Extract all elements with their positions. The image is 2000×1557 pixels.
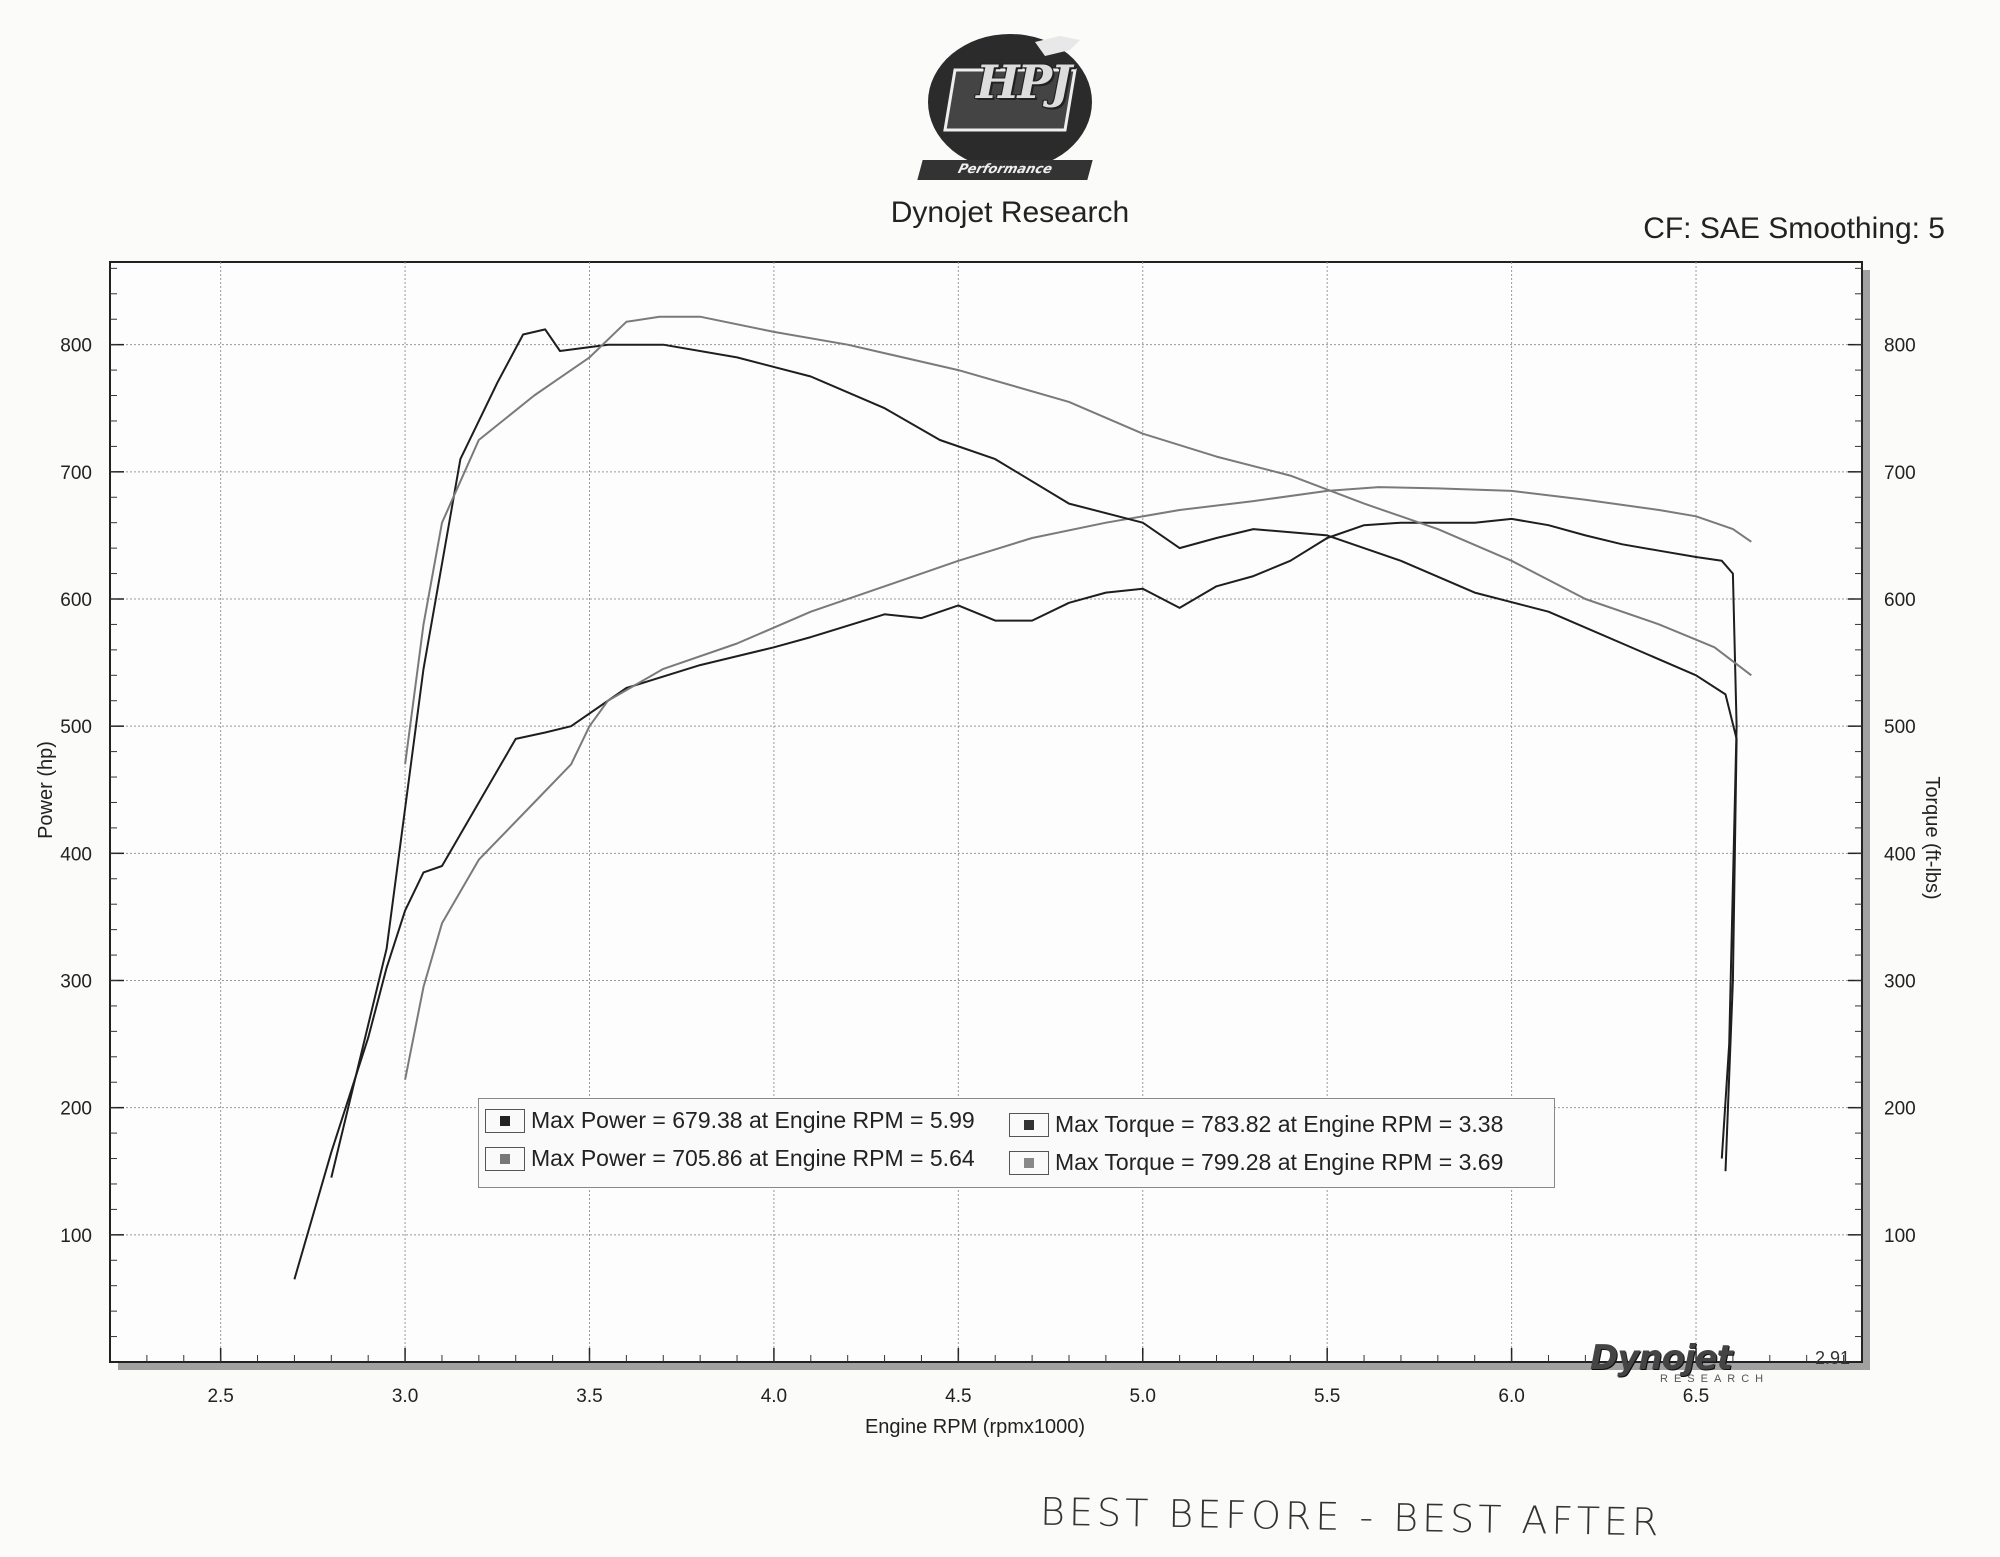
y-tick-label: 800 [60, 336, 92, 357]
chart-legend: Max Power = 679.38 at Engine RPM = 5.99 … [478, 1098, 1555, 1188]
dynojet-watermark-sub: RESEARCH [1660, 1373, 1770, 1385]
y2-tick-label: 100 [1884, 1226, 1916, 1247]
y2-tick-label: 300 [1884, 971, 1916, 992]
x-tick-label: 6.0 [1498, 1386, 1524, 1407]
y2-tick-label: 400 [1884, 844, 1916, 865]
y-tick-label: 700 [60, 463, 92, 484]
y2-axis-title: Torque (ft-lbs) [1921, 776, 1943, 899]
minor-ticks [110, 267, 1862, 1362]
dynojet-version: 2.91 [1815, 1348, 1851, 1368]
x-tick-label: 5.5 [1314, 1386, 1340, 1407]
series-line-torque-before- [330, 328, 1738, 1178]
legend-swatch [485, 1146, 525, 1171]
legend-swatch [485, 1108, 525, 1133]
legend-item-torque-before: Max Torque = 783.82 at Engine RPM = 3.38 [1009, 1111, 1503, 1138]
logo-emblem [928, 34, 1092, 170]
legend-label: Max Power = 705.86 at Engine RPM = 5.64 [531, 1145, 975, 1171]
y-axis-title: Power (hp) [35, 741, 57, 839]
legend-label: Max Power = 679.38 at Engine RPM = 5.99 [531, 1107, 975, 1133]
x-tick-label: 6.5 [1683, 1386, 1709, 1407]
axis-labels: 2.5 3.0 3.5 4.0 4.5 5.0 5.5 6.0 6.5 100 200 300 400 5… [60, 336, 1915, 1407]
y-tick-label: 100 [60, 1226, 92, 1247]
y2-tick-label: 500 [1884, 717, 1916, 738]
x-tick-label: 4.5 [945, 1386, 971, 1407]
plot-area [109, 261, 1863, 1363]
dynojet-watermark: Dynojet [1590, 1338, 1733, 1378]
series-line-torque-after- [404, 315, 1752, 765]
y-tick-label: 200 [60, 1099, 92, 1120]
logo-text: HPJ [976, 55, 1072, 109]
correction-factor-info: CF: SAE Smoothing: 5 [1643, 212, 1945, 245]
y2-tick-label: 600 [1884, 590, 1916, 611]
legend-item-power-before: Max Power = 679.38 at Engine RPM = 5.99 [485, 1107, 975, 1134]
y2-tick-label: 700 [1884, 463, 1916, 484]
y-tick-label: 500 [60, 717, 92, 738]
y-tick-label: 300 [60, 971, 92, 992]
chart-title: Dynojet Research [890, 196, 1130, 229]
x-axis-title: Engine RPM (rpmx1000) [865, 1416, 1085, 1438]
legend-label: Max Torque = 799.28 at Engine RPM = 3.69 [1055, 1149, 1504, 1175]
x-tick-label: 3.0 [392, 1386, 418, 1407]
legend-item-power-after: Max Power = 705.86 at Engine RPM = 5.64 [485, 1145, 975, 1172]
x-tick-label: 2.5 [207, 1386, 233, 1407]
hpj-logo [915, 30, 1115, 180]
x-tick-label: 5.0 [1130, 1386, 1156, 1407]
y2-tick-label: 200 [1884, 1099, 1916, 1120]
series-line-power-after- [404, 486, 1752, 1080]
legend-item-torque-after: Max Torque = 799.28 at Engine RPM = 3.69 [1009, 1149, 1503, 1176]
legend-label: Max Torque = 783.82 at Engine RPM = 3.38 [1055, 1111, 1504, 1137]
y2-tick-label: 800 [1884, 336, 1916, 357]
series-layer [293, 315, 1752, 1280]
series-line-power-before- [293, 517, 1738, 1280]
legend-swatch [1009, 1112, 1049, 1137]
x-tick-label: 4.0 [761, 1386, 787, 1407]
legend-swatch [1009, 1150, 1049, 1175]
y-tick-label: 400 [60, 844, 92, 865]
y-tick-label: 600 [60, 590, 92, 611]
x-tick-label: 3.5 [576, 1386, 602, 1407]
